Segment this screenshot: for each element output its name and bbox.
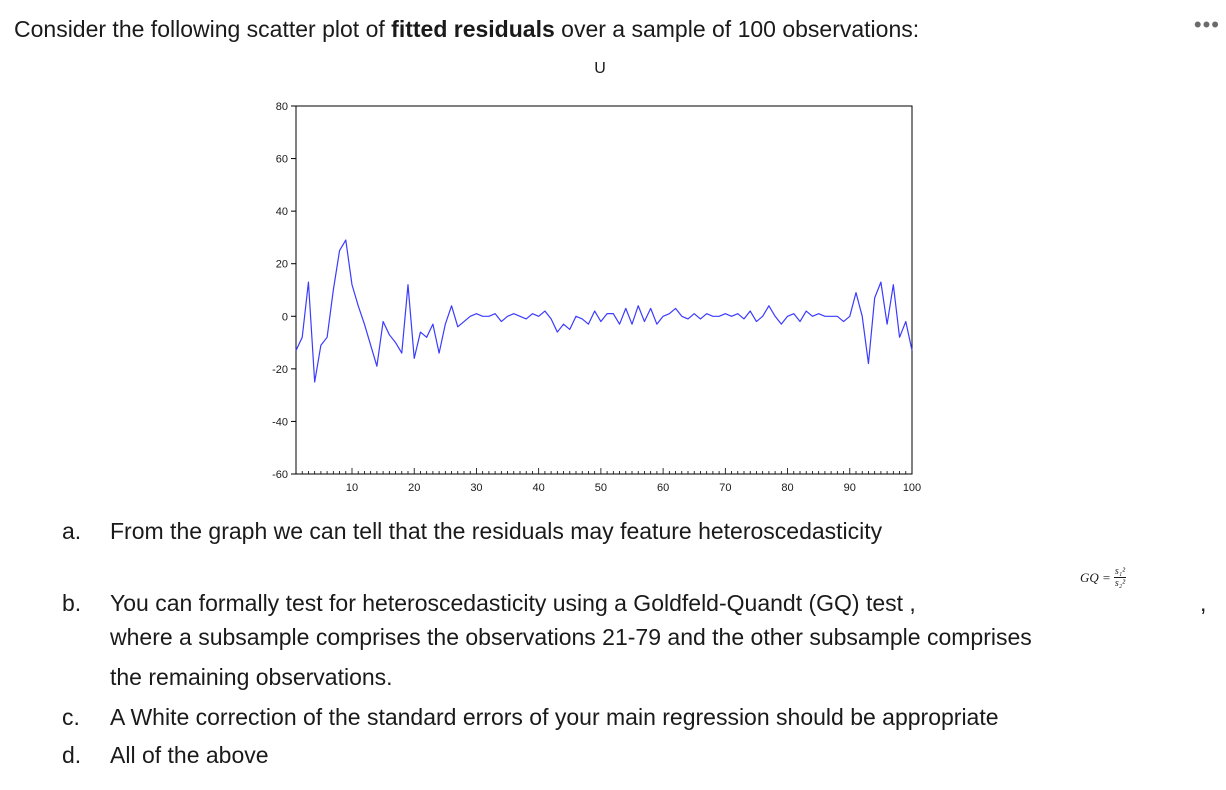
option-d-label: d. xyxy=(62,742,82,768)
option-a-label: a. xyxy=(62,518,82,544)
question-text-bold: fitted residuals xyxy=(391,16,555,42)
x-tick-label-1: 20 xyxy=(408,482,420,494)
option-a-text: From the graph we can tell that the resi… xyxy=(110,518,883,544)
gq-fraction: s₁² s₂² xyxy=(1113,566,1127,589)
question-text: Consider the following scatter plot of f… xyxy=(14,16,919,43)
option-c-label: c. xyxy=(62,704,80,730)
y-tick-label-7: -60 xyxy=(272,469,288,481)
y-tick-label-1: 60 xyxy=(276,154,288,166)
x-tick-label-3: 40 xyxy=(533,482,545,494)
y-tick-label-2: 40 xyxy=(276,206,288,218)
x-tick-label-6: 70 xyxy=(719,482,731,494)
plot-frame xyxy=(295,105,913,475)
option-c-text: A White correction of the standard error… xyxy=(110,704,999,730)
x-tick-label-4: 50 xyxy=(595,482,607,494)
option-b-text: You can formally test for heteroscedasti… xyxy=(110,590,916,616)
series-line-0 xyxy=(295,239,913,383)
gq-denominator: s₂² xyxy=(1114,578,1126,589)
x-tick-label-7: 80 xyxy=(781,482,793,494)
y-tick-label-5: -20 xyxy=(272,364,288,376)
gq-numerator: s₁² xyxy=(1113,566,1127,578)
residuals-chart: U 80 60 40 20 0 -20 -40 -60 10 20 30 40 50 60 70 80 90 10… xyxy=(272,60,921,494)
gq-formula-lhs: GQ = xyxy=(1080,569,1111,585)
y-tick-label-6: -40 xyxy=(272,416,288,428)
x-tick-label-2: 30 xyxy=(470,482,482,494)
option-b-text-2: where a subsample comprises the observat… xyxy=(110,624,1032,650)
x-tick-label-8: 90 xyxy=(844,482,856,494)
x-tick-label-0: 10 xyxy=(346,482,358,494)
more-options-icon[interactable]: ••• xyxy=(1193,12,1220,37)
option-d-text: All of the above xyxy=(110,742,269,768)
y-tick-label-4: 0 xyxy=(282,311,288,323)
gq-trailing-comma: , xyxy=(1200,590,1207,616)
option-b-text-3: the remaining observations. xyxy=(110,664,393,690)
chart-title: U xyxy=(594,60,606,77)
gq-formula: GQ = s₁² s₂² xyxy=(1080,566,1127,589)
question-text-before: Consider the following scatter plot of xyxy=(14,16,392,42)
question-text-after: over a sample of 100 observations: xyxy=(554,16,920,42)
x-tick-label-5: 60 xyxy=(657,482,669,494)
y-tick-label-0: 80 xyxy=(276,101,288,113)
x-tick-label-9: 100 xyxy=(903,482,921,494)
y-tick-label-3: 20 xyxy=(276,259,288,271)
option-b-label: b. xyxy=(62,590,82,616)
